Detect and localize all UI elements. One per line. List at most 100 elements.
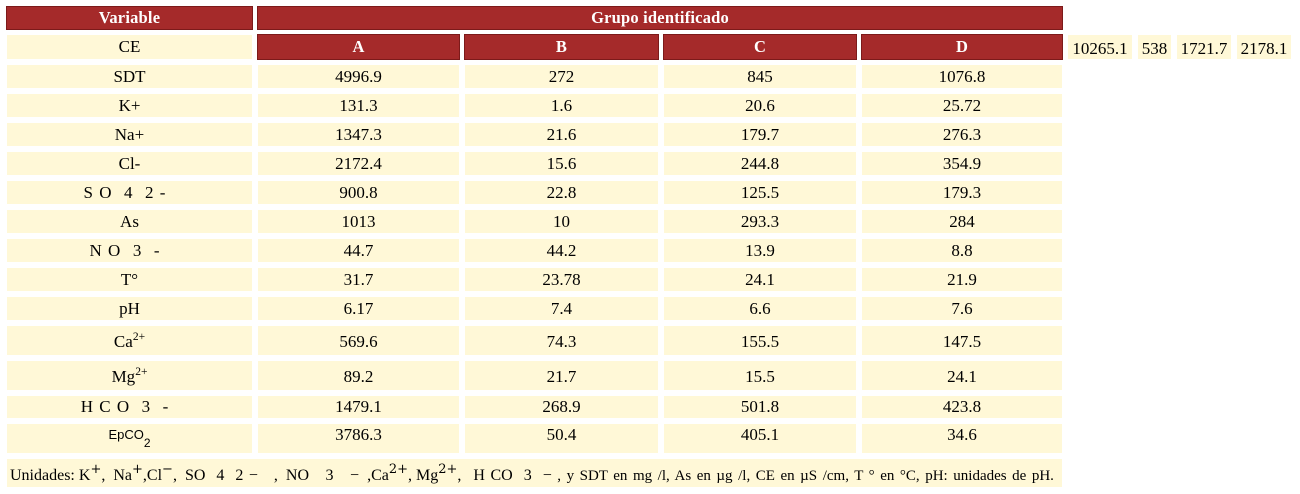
ce-value-cell: 2178.1 <box>1236 34 1293 60</box>
footer-text: ,Cl <box>142 467 163 484</box>
table-row: Ca2+ 569.6 74.3 155.5 147.5 <box>6 325 1292 356</box>
value-cell: 44.7 <box>257 238 460 263</box>
value-cell: 1347.3 <box>257 122 460 147</box>
value-cell: 1076.8 <box>861 64 1064 89</box>
value-cell: 1.6 <box>464 93 659 118</box>
variable-label: As <box>120 212 139 231</box>
footer-formula: H CO 3 − <box>473 467 552 484</box>
footer-superscript: 2+ <box>388 462 409 477</box>
header-row: Variable Grupo identificado <box>6 6 1292 30</box>
table-row: SDT 4996.9 272 845 1076.8 <box>6 64 1292 89</box>
footer-text: Unidades: K <box>10 467 91 484</box>
variable-subscript: 2 <box>143 436 151 450</box>
footer-text: , y SDT en mg /l, As en µg /l, CE en µS … <box>551 468 1054 484</box>
table-row: EpCO2 3786.3 50.4 405.1 34.6 <box>6 423 1292 454</box>
variable-label: Cl- <box>118 154 141 173</box>
variable-superscript: 2+ <box>132 331 146 343</box>
value-cell: 74.3 <box>464 325 659 356</box>
value-cell: 6.6 <box>663 296 857 321</box>
ce-value-cell: 538 <box>1137 34 1173 60</box>
variable-cell: Na+ <box>6 122 253 147</box>
variable-label: H C O 3 - <box>80 397 169 416</box>
value-cell: 6.17 <box>257 296 460 321</box>
value-cell: 354.9 <box>861 151 1064 176</box>
variable-cell: Mg2+ <box>6 360 253 391</box>
value-cell: 284 <box>861 209 1064 234</box>
variable-label: T° <box>120 270 139 289</box>
ce-value-cell: 10265.1 <box>1067 34 1134 60</box>
value-cell: 268.9 <box>464 395 659 419</box>
footer-text: ,Ca <box>359 467 389 484</box>
table-row: Mg2+ 89.2 21.7 15.5 24.1 <box>6 360 1292 391</box>
value-cell: 501.8 <box>663 395 857 419</box>
variable-cell: T° <box>6 267 253 292</box>
value-cell: 13.9 <box>663 238 857 263</box>
value-cell: 7.4 <box>464 296 659 321</box>
group-column-header: B <box>464 34 659 60</box>
variable-label: Ca <box>113 332 133 351</box>
value-cell: 31.7 <box>257 267 460 292</box>
value-cell: 276.3 <box>861 122 1064 147</box>
variable-superscript: 2+ <box>135 366 148 378</box>
value-cell: 50.4 <box>464 423 659 454</box>
variable-cell: EpCO2 <box>6 423 253 454</box>
value-cell: 15.6 <box>464 151 659 176</box>
value-cell: 179.7 <box>663 122 857 147</box>
footer-formula: SO 4 2 − <box>184 467 258 484</box>
variable-cell: Ca2+ <box>6 325 253 356</box>
variable-label: SDT <box>113 67 146 86</box>
footer-row: Unidades: K+, Na+,Cl−, SO 4 2 − , NO 3 −… <box>6 458 1292 488</box>
ce-row: CE A B C D 10265.1 538 1721.7 2178.1 <box>6 34 1293 60</box>
value-cell: 34.6 <box>861 423 1064 454</box>
value-cell: 10 <box>464 209 659 234</box>
ce-value-cell: 1721.7 <box>1176 34 1233 60</box>
value-cell: 179.3 <box>861 180 1064 205</box>
value-cell: 24.1 <box>861 360 1064 391</box>
footer-superscript: + <box>90 462 102 477</box>
group-column-header: C <box>663 34 857 60</box>
value-cell: 24.1 <box>663 267 857 292</box>
value-cell: 21.9 <box>861 267 1064 292</box>
value-cell: 845 <box>663 64 857 89</box>
variable-header: Variable <box>6 6 253 30</box>
variable-label: K+ <box>118 96 141 115</box>
group-column-header: D <box>861 34 1064 60</box>
footer-superscript: 2+ <box>438 462 458 477</box>
variable-cell: S O 4 2 - <box>6 180 253 205</box>
variable-cell: N O 3 - <box>6 238 253 263</box>
table-row: As 1013 10 293.3 284 <box>6 209 1292 234</box>
variable-cell: SDT <box>6 64 253 89</box>
variable-label: EpCO <box>108 427 144 442</box>
value-cell: 405.1 <box>663 423 857 454</box>
table-row: S O 4 2 - 900.8 22.8 125.5 179.3 <box>6 180 1292 205</box>
value-cell: 900.8 <box>257 180 460 205</box>
variable-cell: K+ <box>6 93 253 118</box>
value-cell: 272 <box>464 64 659 89</box>
value-cell: 20.6 <box>663 93 857 118</box>
variable-label: Mg <box>111 367 136 386</box>
variable-label: CE <box>118 37 141 56</box>
table-row: T° 31.7 23.78 24.1 21.9 <box>6 267 1292 292</box>
value-cell: 155.5 <box>663 325 857 356</box>
footer-formula: NO 3 − <box>285 467 360 484</box>
value-cell: 1479.1 <box>257 395 460 419</box>
value-cell: 21.6 <box>464 122 659 147</box>
variable-label: N O 3 - <box>89 241 160 260</box>
variable-label: Na+ <box>114 125 145 144</box>
value-cell: 244.8 <box>663 151 857 176</box>
value-cell: 131.3 <box>257 93 460 118</box>
value-cell: 293.3 <box>663 209 857 234</box>
table-row: K+ 131.3 1.6 20.6 25.72 <box>6 93 1292 118</box>
group-column-header: A <box>257 34 460 60</box>
footer-superscript: − <box>162 462 173 477</box>
value-cell: 3786.3 <box>257 423 460 454</box>
value-cell: 21.7 <box>464 360 659 391</box>
value-cell: 569.6 <box>257 325 460 356</box>
value-cell: 423.8 <box>861 395 1064 419</box>
table-row: pH 6.17 7.4 6.6 7.6 <box>6 296 1292 321</box>
variable-cell: CE <box>6 34 253 60</box>
table-row: Na+ 1347.3 21.6 179.7 276.3 <box>6 122 1292 147</box>
table-row: N O 3 - 44.7 44.2 13.9 8.8 <box>6 238 1292 263</box>
variable-cell: H C O 3 - <box>6 395 253 419</box>
